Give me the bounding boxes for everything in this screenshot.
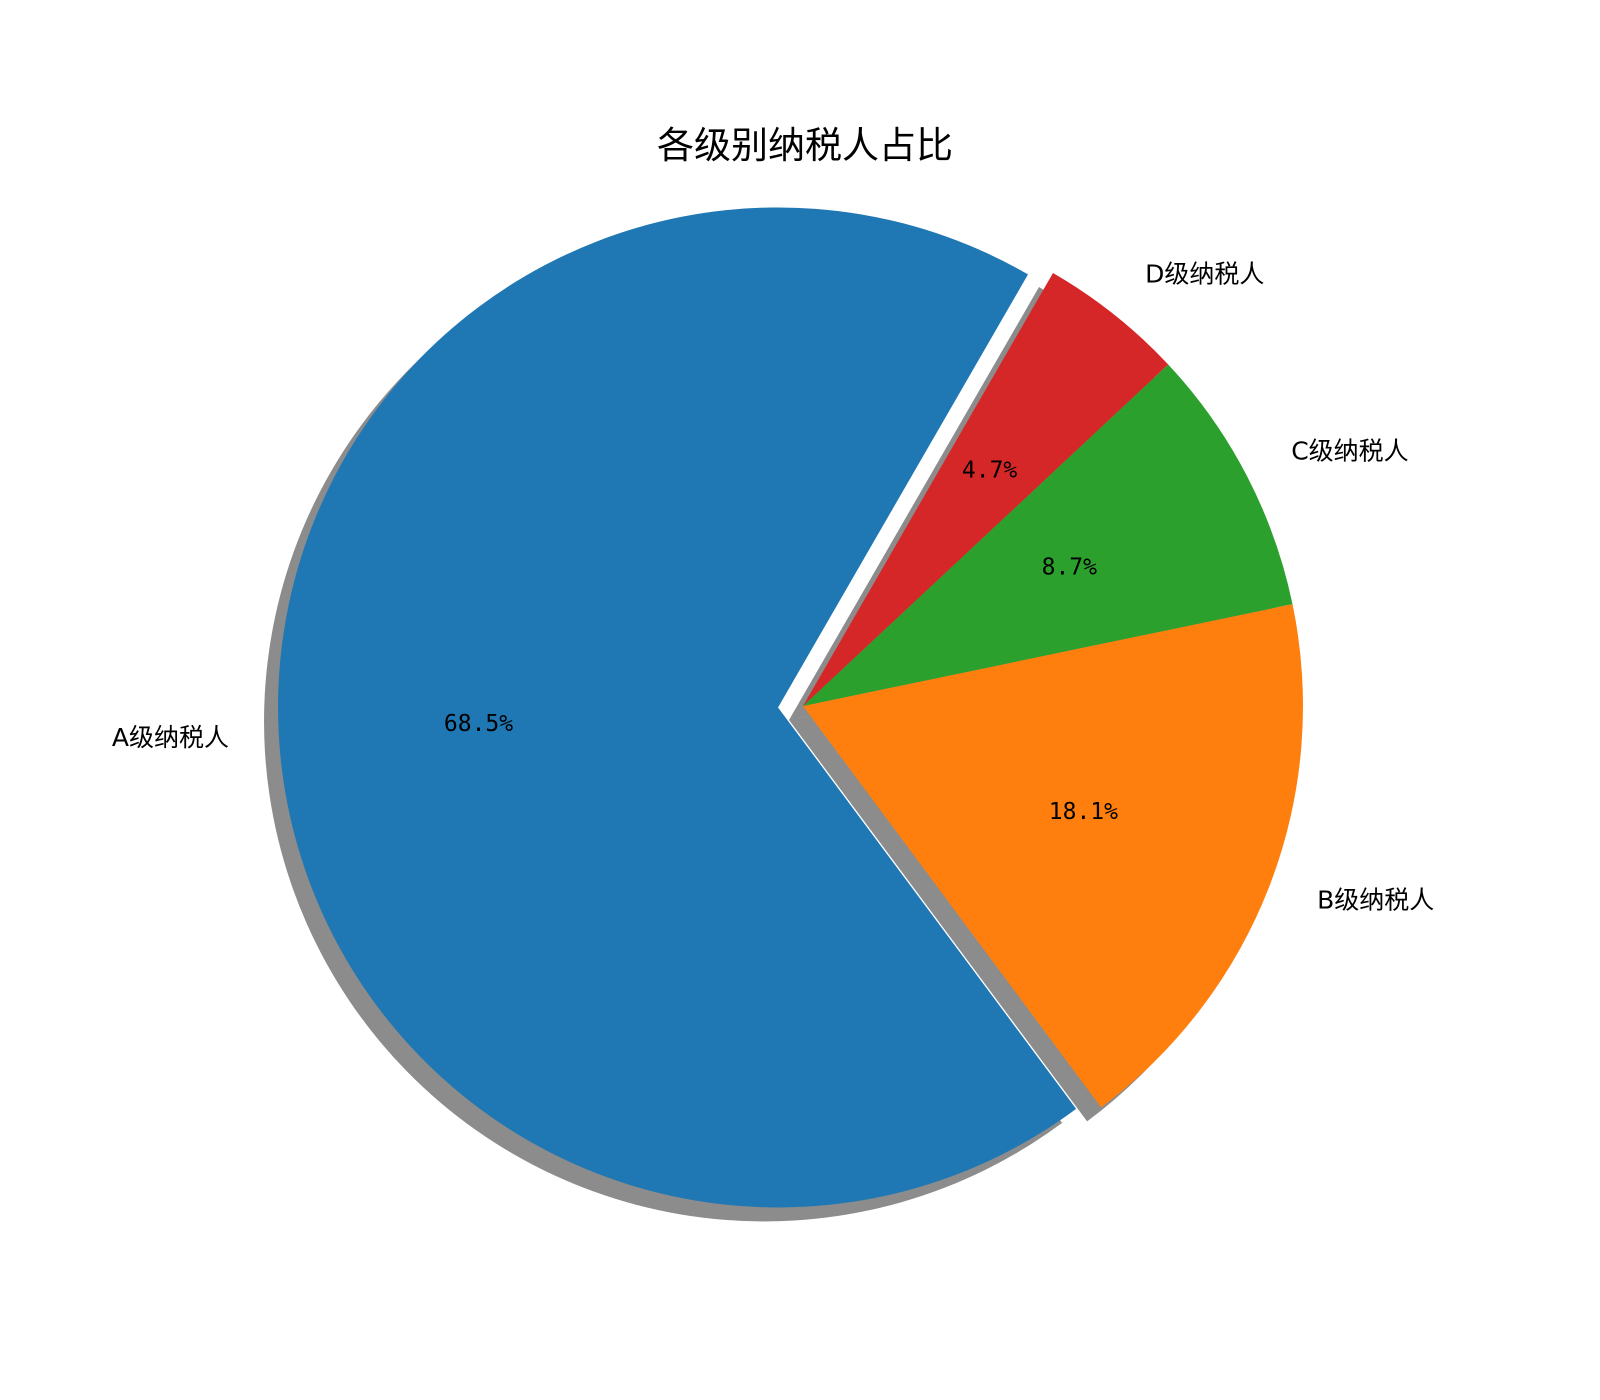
pie-slice-b: [803, 604, 1303, 1108]
slice-label-c: C级纳税人: [1291, 437, 1408, 466]
percent-label-d: 4.7%: [962, 458, 1018, 484]
chart-title: 各级别纳税人占比: [657, 124, 953, 167]
pie-slice-c: [803, 364, 1293, 706]
slice-label-a: A级纳税人: [112, 723, 229, 752]
slice-label-d: D级纳税人: [1145, 259, 1264, 288]
pie-slice-d: [803, 272, 1169, 706]
percent-label-b: 18.1%: [1049, 799, 1118, 825]
slice-layer: [278, 207, 1303, 1208]
percent-label-a: 68.5%: [444, 711, 513, 737]
label-layer: A级纳税人 68.5% B级纳税人 18.1% C级纳税人 8.7% D级纳税人 4.7%: [112, 259, 1434, 914]
slice-label-b: B级纳税人: [1317, 886, 1434, 915]
pie-slice-a: [278, 207, 1077, 1208]
percent-label-c: 8.7%: [1042, 554, 1098, 580]
